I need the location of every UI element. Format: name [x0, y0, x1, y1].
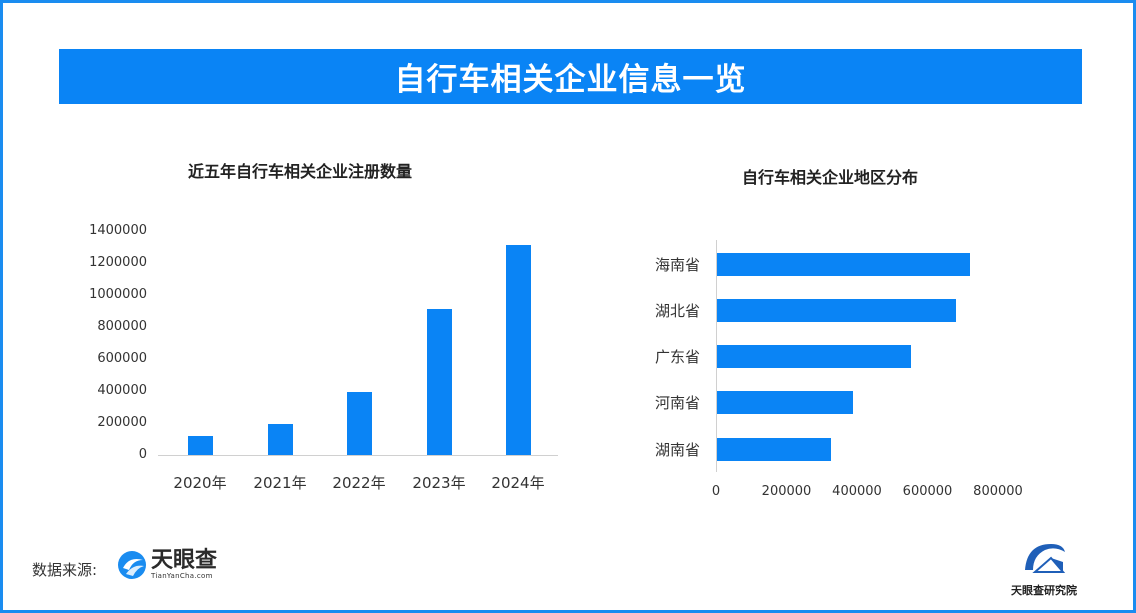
bar-湖南省 [717, 437, 831, 461]
left-chart-title: 近五年自行车相关企业注册数量 [188, 162, 413, 181]
x-tick-label: 200000 [761, 484, 812, 499]
y-tick-label: 0 [138, 447, 147, 462]
category-label: 海南省 [654, 256, 700, 274]
tianyancha-swirl-icon [118, 551, 146, 579]
bar-2021年 [267, 423, 293, 455]
source-label: 数据来源: [32, 561, 98, 579]
y-tick-label: 1400000 [89, 223, 147, 238]
bar-2024年 [505, 244, 531, 455]
x-tick-label: 2021年 [253, 474, 307, 492]
x-tick-label: 400000 [832, 484, 882, 499]
y-tick-label: 1000000 [89, 287, 147, 302]
bar-河南省 [717, 390, 854, 414]
tianyancha-logo: 天眼查 TianYanCha.com [117, 550, 217, 580]
institute-logo: 天眼查研究院 [1004, 540, 1084, 598]
institute-name: 天眼查研究院 [1011, 584, 1077, 597]
bar-海南省 [717, 252, 971, 276]
bar-湖北省 [717, 298, 956, 322]
x-tick-label: 2024年 [491, 474, 545, 492]
x-tick-label: 600000 [902, 484, 953, 499]
y-tick-label: 800000 [97, 319, 147, 334]
x-tick-label: 2020年 [173, 474, 227, 492]
x-axis-line [158, 455, 558, 456]
category-label: 广东省 [654, 348, 700, 366]
x-tick-label: 2022年 [332, 474, 386, 492]
title-banner: 自行车相关企业信息一览 [59, 49, 1082, 104]
category-label: 湖南省 [654, 441, 700, 459]
x-tick-label: 800000 [973, 484, 1023, 499]
x-tick-label: 2023年 [412, 474, 466, 492]
tianyancha-logo-domain: TianYanCha.com [151, 572, 213, 580]
institute-emblem-icon [1025, 544, 1066, 573]
right-chart-title: 自行车相关企业地区分布 [742, 168, 919, 187]
bar-广东省 [717, 344, 911, 368]
category-label: 湖北省 [654, 302, 700, 320]
y-tick-label: 400000 [97, 383, 147, 398]
x-tick-label: 0 [711, 484, 721, 499]
category-label: 河南省 [654, 394, 700, 412]
bar-2022年 [346, 391, 372, 455]
page-title: 自行车相关企业信息一览 [394, 62, 747, 98]
y-tick-label: 200000 [97, 415, 147, 430]
bar-2023年 [426, 308, 452, 455]
bar-2020年 [187, 435, 213, 455]
y-tick-label: 1200000 [89, 255, 147, 270]
y-axis-line [716, 240, 717, 472]
tianyancha-logo-text: 天眼查 [151, 548, 218, 573]
y-tick-label: 600000 [97, 351, 147, 366]
